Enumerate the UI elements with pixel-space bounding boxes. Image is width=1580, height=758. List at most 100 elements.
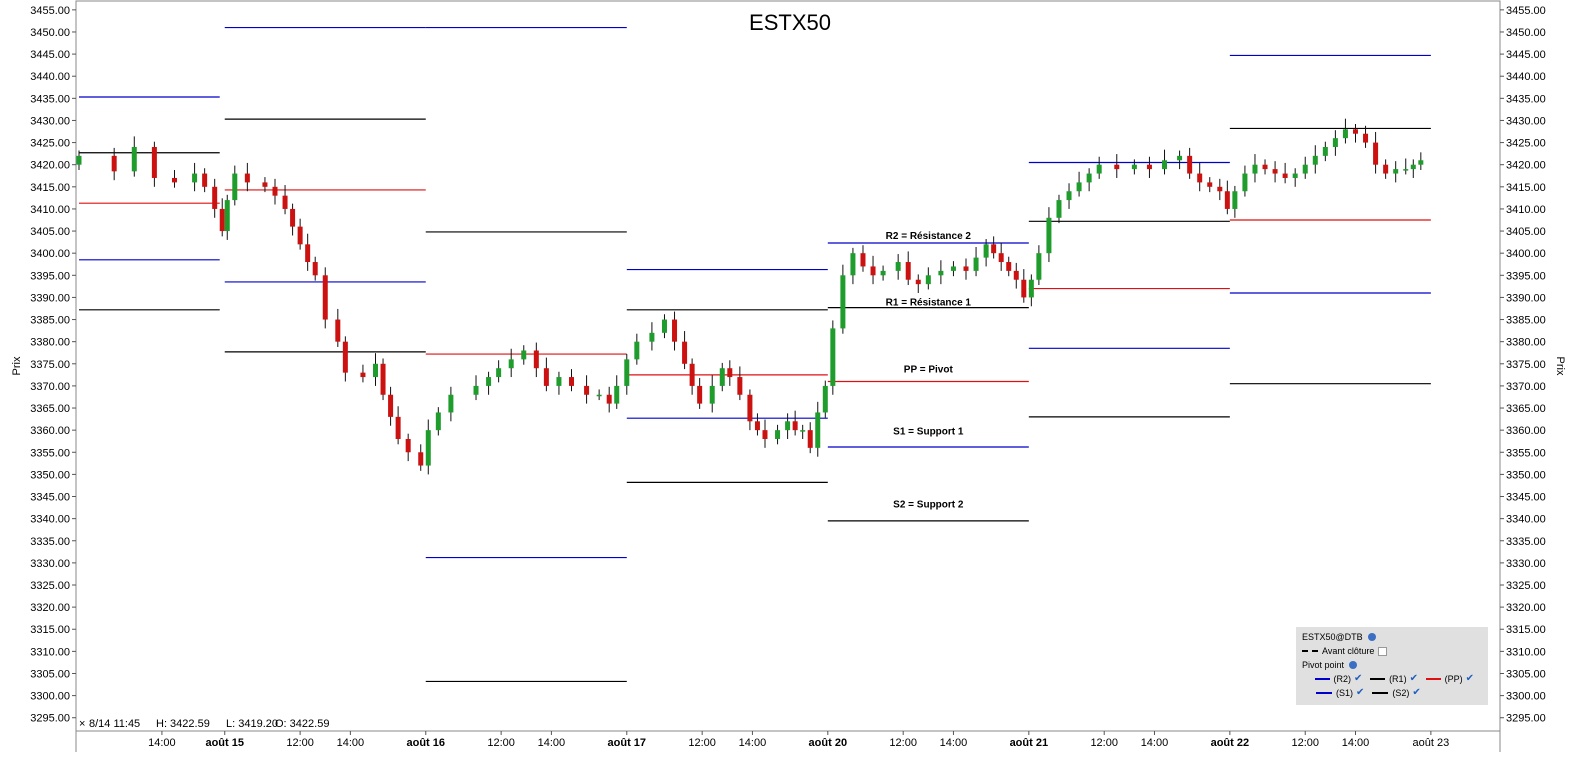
candle-body: [262, 182, 268, 187]
candle-body: [322, 275, 328, 320]
x-tick-label: 14:00: [1141, 737, 1169, 749]
candle-body: [747, 394, 753, 422]
candle-body: [1162, 160, 1168, 170]
y-tick-label-right: 3330.00: [1506, 558, 1546, 570]
y-tick-label-right: 3380.00: [1506, 337, 1546, 349]
y-tick-label-left: 3315.00: [30, 624, 70, 636]
candle-body: [1131, 164, 1137, 170]
candle-body: [1292, 173, 1298, 178]
y-tick-label-left: 3345.00: [30, 492, 70, 504]
candle-body: [1207, 182, 1213, 187]
y-tick-label-right: 3315.00: [1506, 624, 1546, 636]
checkmark-icon[interactable]: ✔: [1409, 673, 1418, 684]
y-tick-label-right: 3325.00: [1506, 580, 1546, 592]
legend-instrument-label: ESTX50@DTB: [1302, 632, 1363, 642]
candle-body: [1342, 129, 1348, 139]
y-tick-label-left: 3370.00: [30, 381, 70, 393]
checkmark-icon[interactable]: ✔: [1354, 673, 1363, 684]
candle-body: [380, 363, 386, 395]
y-tick-label-left: 3325.00: [30, 580, 70, 592]
legend-preclose: Avant clôture: [1302, 644, 1482, 658]
annotations: R2 = Résistance 2 R1 = Résistance 1 PP = P…: [886, 231, 972, 511]
x-tick-label: 14:00: [940, 737, 968, 749]
candle-body: [373, 363, 379, 378]
y-tick-label-right: 3410.00: [1506, 204, 1546, 216]
candle-body: [830, 328, 836, 386]
candle-body: [754, 421, 760, 431]
chart-title: ESTX50: [749, 10, 831, 35]
candle-body: [1418, 160, 1424, 165]
candle-body: [1013, 270, 1019, 280]
x-tick-label: 12:00: [688, 737, 716, 749]
y-tick-label-right: 3400.00: [1506, 248, 1546, 260]
candle-body: [938, 270, 944, 276]
pivot-annotation: S2 = Support 2: [893, 500, 964, 511]
candle-body: [1086, 173, 1092, 183]
s2-line-swatch: [1372, 692, 1389, 694]
y-tick-label-left: 3455.00: [30, 5, 70, 17]
y-tick-label-right: 3405.00: [1506, 226, 1546, 238]
x-tick-label: 12:00: [889, 737, 917, 749]
legend-item-s1: (S1): [1336, 688, 1354, 698]
legend-items-row-1: (R2) ✔ (R1) ✔ (PP) ✔: [1302, 672, 1482, 686]
candle-body: [840, 275, 846, 329]
y-tick-label-right: 3360.00: [1506, 425, 1546, 437]
y-tick-label-right: 3370.00: [1506, 381, 1546, 393]
y-tick-label-left: 3425.00: [30, 138, 70, 150]
candle-body: [435, 412, 441, 431]
y-tick-label-left: 3355.00: [30, 447, 70, 459]
y-tick-label-left: 3420.00: [30, 160, 70, 172]
checkmark-icon[interactable]: ✔: [1412, 687, 1421, 698]
candle-body: [224, 200, 230, 232]
x-tick-label: août 22: [1211, 737, 1250, 749]
candle-body: [792, 421, 798, 431]
candle-body: [312, 262, 318, 276]
pivot-lines: [79, 26, 1431, 683]
y-tick-label-left: 3330.00: [30, 558, 70, 570]
y-tick-label-right: 3365.00: [1506, 403, 1546, 415]
candles: [76, 118, 1424, 475]
y-tick-label-left: 3445.00: [30, 49, 70, 61]
candle-body: [569, 377, 575, 386]
pivot-annotation: R2 = Résistance 2: [886, 231, 972, 242]
candle-body: [1352, 129, 1358, 134]
candle-body: [850, 253, 856, 276]
legend-items-row-2: (S1) ✔ (S2) ✔: [1302, 686, 1482, 700]
candle-body: [1177, 155, 1183, 161]
candle-body: [425, 430, 431, 466]
globe-icon[interactable]: [1367, 633, 1376, 641]
x-tick-label: 12:00: [487, 737, 515, 749]
checkmark-icon[interactable]: ✔: [1465, 673, 1475, 684]
checkbox-preclose[interactable]: [1378, 646, 1388, 656]
checkmark-icon[interactable]: ✔: [1356, 687, 1365, 698]
y-tick-label-right: 3455.00: [1506, 5, 1546, 17]
x-tick-label: août 17: [608, 737, 647, 749]
candle-body: [584, 385, 590, 395]
candle-body: [1232, 191, 1238, 209]
info-bar: × 8/14 11:45 H: 3422.59 L: 3419.20 O: 34…: [79, 718, 329, 730]
y-tick-label-left: 3360.00: [30, 425, 70, 437]
candle-body: [202, 173, 208, 187]
candle-body: [521, 350, 527, 360]
candle-body: [614, 385, 620, 404]
y-tick-label-left: 3385.00: [30, 315, 70, 327]
legend-panel[interactable]: ESTX50@DTB Avant clôture Pivot point (R2…: [1296, 627, 1488, 705]
y-tick-label-left: 3380.00: [30, 337, 70, 349]
y-tick-label-left: 3430.00: [30, 115, 70, 127]
candle-body: [596, 394, 602, 397]
candle-body: [880, 270, 886, 276]
candle-body: [388, 394, 394, 417]
x-tick-label: août 16: [407, 737, 446, 749]
candle-body: [973, 257, 979, 271]
y-tick-label-right: 3425.00: [1506, 138, 1546, 150]
candle-body: [915, 279, 921, 285]
y-tick-label-right: 3435.00: [1506, 93, 1546, 105]
y-tick-label-right: 3395.00: [1506, 270, 1546, 282]
y-tick-label-right: 3320.00: [1506, 602, 1546, 614]
y-tick-label-right: 3375.00: [1506, 359, 1546, 371]
globe-icon[interactable]: [1349, 661, 1358, 669]
y-tick-label-left: 3310.00: [30, 646, 70, 658]
candle-body: [556, 377, 562, 386]
candle-body: [305, 244, 311, 263]
candle-body: [1312, 155, 1318, 165]
